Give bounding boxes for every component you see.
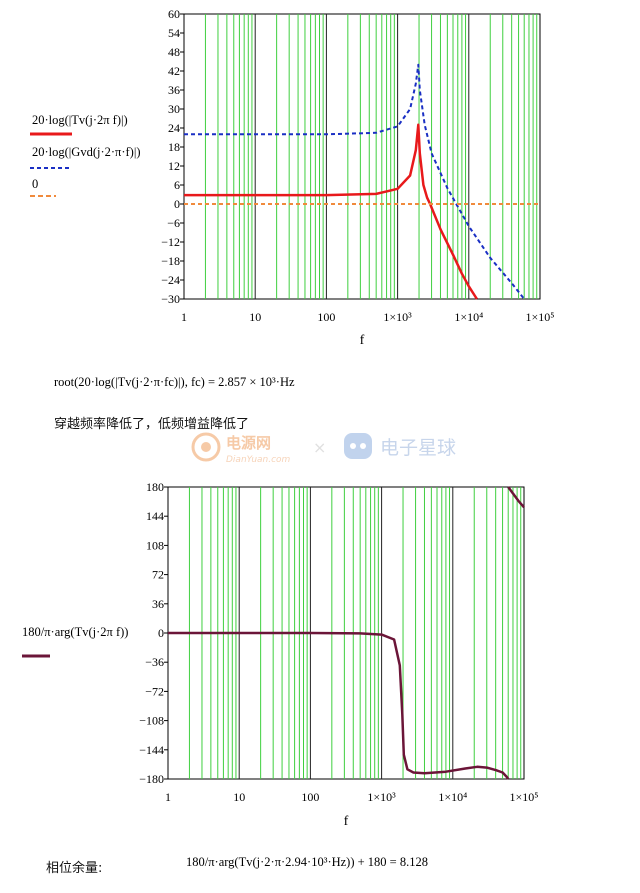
y-tick-label: −30 xyxy=(161,292,180,306)
y-tick-label: 36 xyxy=(168,83,180,97)
magnitude-series xyxy=(184,63,540,300)
y-tick-label: 42 xyxy=(168,64,180,78)
y-tick-label: 0 xyxy=(158,626,164,640)
y-tick-label: −36 xyxy=(145,655,164,669)
magnitude-legend: 20·log(|Tv(j·2π f)|) 20·log(|Gvd(j·2·π·f… xyxy=(30,113,141,197)
y-tick-label: −6 xyxy=(167,216,180,230)
y-tick-label: −18 xyxy=(161,254,180,268)
y-tick-label: 144 xyxy=(146,509,164,523)
magnitude-plot-frame xyxy=(183,13,541,300)
y-tick-label: −144 xyxy=(139,743,164,757)
y-tick-label: 180 xyxy=(146,480,164,494)
robot-eye-right-icon xyxy=(360,443,366,449)
y-tick-label: 60 xyxy=(168,7,180,21)
y-tick-label: 48 xyxy=(168,45,180,59)
y-tick-label: −12 xyxy=(161,235,180,249)
legend-label-gvd-magnitude: 20·log(|Gvd(j·2·π·f)|) xyxy=(32,145,141,159)
watermark-separator: × xyxy=(313,438,326,457)
y-tick-label: 54 xyxy=(168,26,180,40)
crossover-note: 穿越频率降低了，低频增益降低了 xyxy=(54,416,249,432)
series-line-1 xyxy=(184,63,525,300)
dianyuan-logo-dot-icon xyxy=(201,442,211,452)
watermark-right-logo-text: 电子星球 xyxy=(380,437,456,459)
y-tick-label: 6 xyxy=(174,178,180,192)
y-tick-label: −180 xyxy=(139,772,164,786)
y-tick-label: −24 xyxy=(161,273,180,287)
phase-x-axis-label: f xyxy=(344,814,349,829)
robot-eye-left-icon xyxy=(350,443,356,449)
phase-margin-expression: 180/π·arg(Tv(j·2·π·2.94·10³·Hz)) + 180 =… xyxy=(186,855,428,869)
watermark-left-logo-sub: DianYuan.com xyxy=(226,455,291,465)
y-tick-label: 12 xyxy=(168,159,180,173)
root-expression: root(20·log(|Tv(j·2·π·fc)|), fc) = 2.857… xyxy=(54,375,295,389)
x-tick-label: 1×10⁴ xyxy=(454,310,483,324)
y-tick-label: 30 xyxy=(168,102,180,116)
series-line-0 xyxy=(168,486,525,780)
x-tick-label: 1 xyxy=(165,790,171,804)
y-tick-label: 0 xyxy=(174,197,180,211)
phase-legend: 180/π·arg(Tv(j·2π f)) xyxy=(22,625,128,658)
x-tick-label: 1×10³ xyxy=(383,310,412,324)
dianzixingqiu-robot-icon xyxy=(344,433,372,459)
legend-label-tv-phase: 180/π·arg(Tv(j·2π f)) xyxy=(22,625,128,639)
x-tick-label: 1×10⁵ xyxy=(510,790,539,804)
y-tick-label: −72 xyxy=(145,684,164,698)
y-tick-label: 24 xyxy=(168,121,180,135)
watermark: 电源网 DianYuan.com × 电子星球 xyxy=(191,432,456,465)
x-tick-label: 10 xyxy=(249,310,261,324)
y-tick-label: 18 xyxy=(168,140,180,154)
legend-label-tv-magnitude: 20·log(|Tv(j·2π f)|) xyxy=(32,113,128,127)
y-tick-label: −108 xyxy=(139,714,164,728)
legend-label-zero: 0 xyxy=(32,177,38,191)
x-tick-label: 1 xyxy=(181,310,187,324)
x-tick-label: 1×10⁵ xyxy=(526,310,555,324)
series-line-0 xyxy=(184,123,478,300)
phase-margin-label: 相位余量: xyxy=(46,860,102,876)
y-tick-label: 108 xyxy=(146,538,164,552)
phase-x-ticks: 1 10 100 1×10³ 1×10⁴ 1×10⁵ xyxy=(165,790,538,804)
dianyuan-logo-icon xyxy=(191,432,221,462)
x-tick-label: 100 xyxy=(317,310,335,324)
x-tick-label: 100 xyxy=(301,790,319,804)
magnitude-x-ticks: 1 10 100 1×10³ 1×10⁴ 1×10⁵ xyxy=(181,310,554,324)
phase-series xyxy=(168,486,525,780)
watermark-left-logo-text: 电源网 xyxy=(226,434,271,452)
y-tick-label: 36 xyxy=(152,597,164,611)
x-tick-label: 10 xyxy=(233,790,245,804)
y-tick-label: 72 xyxy=(152,568,164,582)
x-tick-label: 1×10⁴ xyxy=(438,790,467,804)
magnitude-x-axis-label: f xyxy=(360,333,365,348)
x-tick-label: 1×10³ xyxy=(367,790,396,804)
phase-y-ticks: 180 144 108 72 36 0 −36 −72 −108 −144 −180 xyxy=(139,480,168,786)
